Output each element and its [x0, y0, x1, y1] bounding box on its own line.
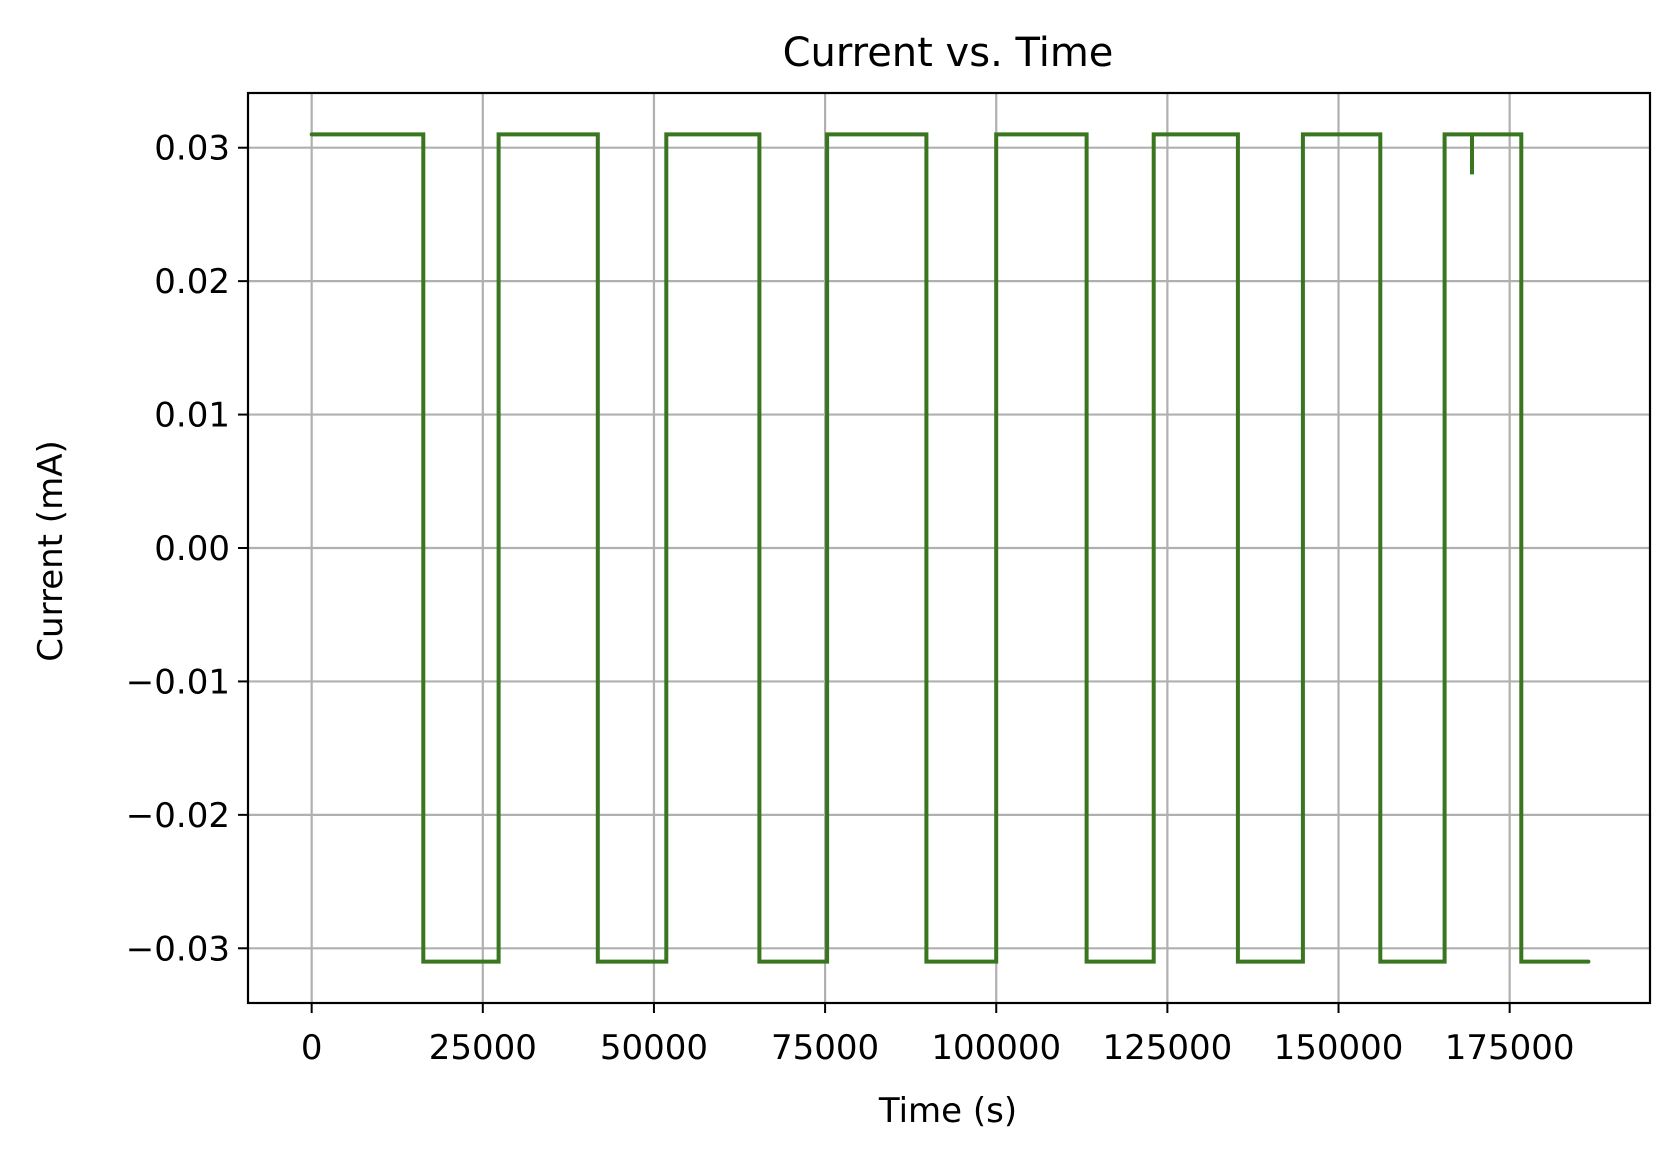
x-tick-label: 175000 [1445, 1028, 1575, 1068]
y-tick-label: −0.03 [126, 929, 230, 969]
y-tick-label: −0.02 [126, 796, 230, 836]
x-tick-label: 50000 [600, 1028, 708, 1068]
x-ticks: 0 25000 50000 75000 100000 125000 150000 175000 [301, 1003, 1575, 1068]
x-tick-label: 150000 [1274, 1028, 1404, 1068]
y-tick-label: 0.00 [154, 529, 230, 569]
x-tick-label: 125000 [1102, 1028, 1232, 1068]
y-tick-label: −0.01 [126, 662, 230, 702]
y-tick-label: 0.03 [154, 129, 230, 169]
x-tick-label: 25000 [429, 1028, 537, 1068]
y-ticks: 0.03 0.02 0.01 0.00 −0.01 −0.02 −0.03 [126, 129, 248, 969]
series-layer [309, 132, 1591, 964]
chart-title: Current vs. Time [783, 30, 1114, 76]
x-tick-label: 75000 [771, 1028, 879, 1068]
x-tick-label: 0 [301, 1028, 323, 1068]
y-axis-label: Current (mA) [31, 440, 71, 661]
current-series-line [309, 132, 1591, 964]
x-axis-label: Time (s) [878, 1091, 1017, 1131]
x-tick-label: 100000 [931, 1028, 1061, 1068]
y-tick-label: 0.01 [154, 396, 230, 436]
y-tick-label: 0.02 [154, 262, 230, 302]
